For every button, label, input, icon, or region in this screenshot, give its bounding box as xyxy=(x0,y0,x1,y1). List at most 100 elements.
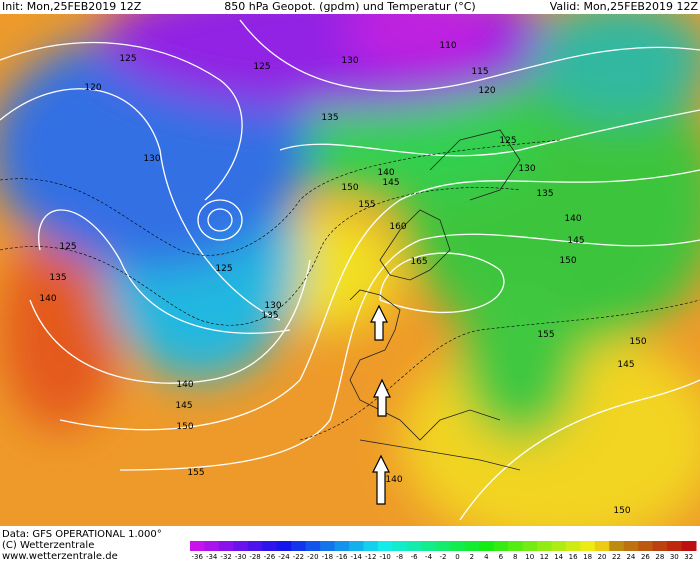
contour-label: 150 xyxy=(559,256,576,266)
contour-label: 145 xyxy=(382,178,399,188)
colorbar-label: -12 xyxy=(365,553,376,561)
isotherms xyxy=(0,139,700,441)
colorbar-swatch xyxy=(305,541,321,551)
colorbar-swatch xyxy=(479,541,495,551)
colorbar-swatch xyxy=(638,541,654,551)
colorbar-swatch xyxy=(247,541,263,551)
colorbar-label: -34 xyxy=(206,553,218,561)
colorbar-swatch xyxy=(204,541,220,551)
contour-label: 110 xyxy=(439,41,456,51)
colorbar-swatch xyxy=(363,541,379,551)
colorbar-label: 14 xyxy=(554,553,563,561)
copyright: (C) Wetterzentrale xyxy=(2,540,94,551)
colorbar-swatch xyxy=(262,541,278,551)
colorbar-swatch xyxy=(291,541,307,551)
colorbar-label: 22 xyxy=(612,553,621,561)
contour-label: 145 xyxy=(617,360,634,370)
arrow xyxy=(370,304,388,341)
colorbar-swatch xyxy=(421,541,437,551)
contour-label: 150 xyxy=(176,422,193,432)
contour-label: 160 xyxy=(389,222,406,232)
colorbar-label: -22 xyxy=(293,553,304,561)
colorbar-label: -14 xyxy=(351,553,363,561)
contour-label: 155 xyxy=(537,330,554,340)
colorbar: -36 -34 -32 -30 -28 -26 -24 -22 -20 -18 -16 -14 -12-… xyxy=(190,541,697,561)
contour-label: 140 xyxy=(377,168,394,178)
arrow xyxy=(372,454,390,505)
contour-label: 125 xyxy=(499,136,516,146)
init-time: Init: Mon,25FEB2019 12Z xyxy=(2,0,142,13)
contour-label: 140 xyxy=(176,380,193,390)
colorbar-swatch xyxy=(334,541,350,551)
colorbar-label: -26 xyxy=(264,553,276,561)
colorbar-label: -6 xyxy=(411,553,419,561)
contour-label: 125 xyxy=(215,264,232,274)
colorbar-swatch xyxy=(565,541,581,551)
contour-labels: 1251201251301101151201351301251301401451… xyxy=(39,41,646,516)
contour-label: 125 xyxy=(59,242,76,252)
colorbar-swatch xyxy=(349,541,364,551)
colorbar-swatch xyxy=(320,541,336,551)
colorbar-label: -16 xyxy=(336,553,348,561)
isohypses xyxy=(0,19,700,521)
colorbar-label: 6 xyxy=(499,553,504,561)
colorbar-swatch xyxy=(609,541,625,551)
colorbar-swatch xyxy=(233,541,249,551)
colorbar-label: -8 xyxy=(396,553,403,561)
colorbar-swatch xyxy=(580,541,596,551)
contour-label: 130 xyxy=(341,56,358,66)
contour-label: 135 xyxy=(321,113,338,123)
data-source: Data: GFS OPERATIONAL 1.000° xyxy=(2,529,162,540)
contour-label: 135 xyxy=(261,311,278,321)
contour-label: 130 xyxy=(518,164,535,174)
contour-label: 125 xyxy=(119,54,136,64)
contour-label: 165 xyxy=(410,257,427,267)
colorbar-swatch xyxy=(493,541,509,551)
colorbar-label: 26 xyxy=(641,553,650,561)
contour-label: 140 xyxy=(564,214,581,224)
colorbar-swatch xyxy=(406,541,422,551)
contour-label: 135 xyxy=(536,189,553,199)
contour-label: 135 xyxy=(49,273,66,283)
colorbar-swatch xyxy=(652,541,668,551)
colorbar-label: 28 xyxy=(655,553,664,561)
contour-label: 155 xyxy=(358,200,375,210)
colorbar-label: 0 xyxy=(455,553,459,561)
contour-label: 155 xyxy=(187,468,204,478)
colorbar-label: -2 xyxy=(440,553,447,561)
colorbar-label: 24 xyxy=(626,553,635,561)
contour-label: 140 xyxy=(39,294,56,304)
contour-label: 140 xyxy=(385,475,402,485)
contour-label: 145 xyxy=(567,236,584,246)
colorbar-label: 8 xyxy=(513,553,517,561)
colorbar-swatch xyxy=(377,541,393,551)
contour-label: 145 xyxy=(175,401,192,411)
colorbar-label: -28 xyxy=(249,553,260,561)
valid-time: Valid: Mon,25FEB2019 12Z xyxy=(550,0,699,13)
colorbar-label: 30 xyxy=(670,553,679,561)
colorbar-swatch xyxy=(276,541,292,551)
colorbar-label: 12 xyxy=(540,553,549,561)
colorbar-swatch xyxy=(551,541,567,551)
contour-label: 150 xyxy=(629,337,646,347)
colorbar-label: -20 xyxy=(307,553,318,561)
colorbar-swatch xyxy=(522,541,538,551)
colorbar-swatch xyxy=(536,541,552,551)
colorbar-label: 10 xyxy=(525,553,534,561)
colorbar-swatch xyxy=(464,541,480,551)
colorbar-label: -24 xyxy=(278,553,290,561)
map: 1251201251301101151201351301251301401451… xyxy=(0,14,700,526)
colorbar-swatch xyxy=(667,541,683,551)
colorbar-label: 18 xyxy=(583,553,592,561)
colorbar-label: -10 xyxy=(379,553,390,561)
colorbar-label: -30 xyxy=(235,553,246,561)
colorbar-label: -4 xyxy=(425,553,433,561)
colorbar-label: 2 xyxy=(470,553,474,561)
contour-label: 115 xyxy=(471,67,488,77)
contour-label: 125 xyxy=(253,62,270,72)
colorbar-swatch xyxy=(450,541,466,551)
contour-label: 150 xyxy=(341,183,358,193)
arrows xyxy=(370,304,391,505)
map-title: 850 hPa Geopot. (gpdm) und Temperatur (°… xyxy=(224,0,475,13)
url: www.wetterzentrale.de xyxy=(2,551,118,562)
